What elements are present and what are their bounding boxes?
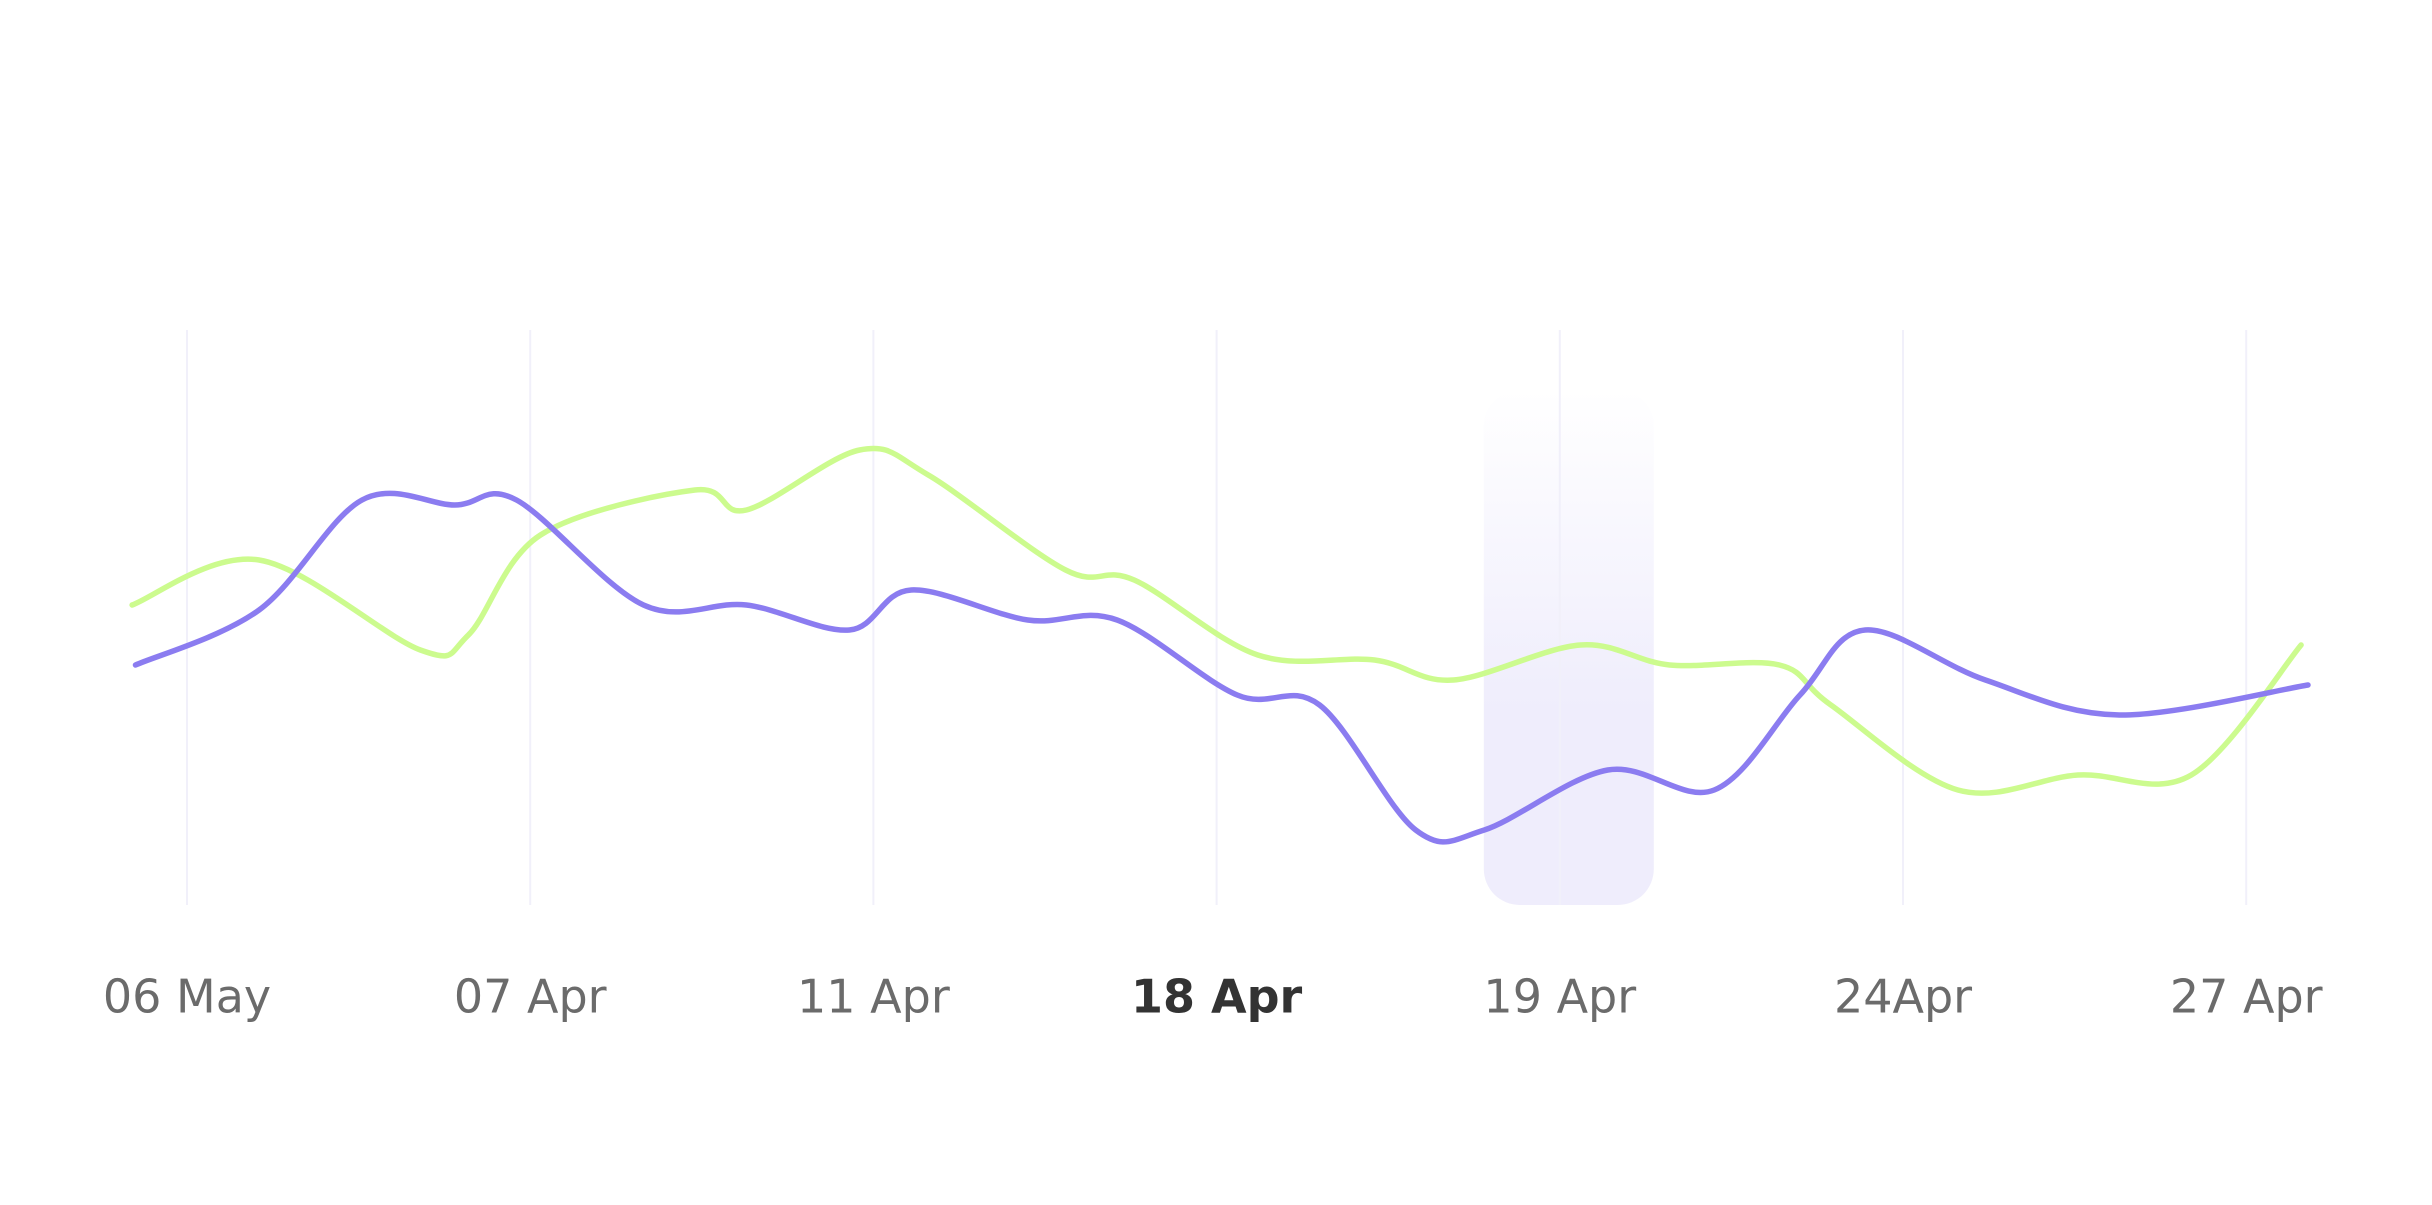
x-tick-label-active: 18 Apr (1131, 970, 1303, 1024)
grid-layer (186, 330, 2248, 905)
x-tick-label: 27 Apr (2170, 970, 2323, 1024)
series-line-2 (132, 490, 2311, 845)
series-layer (129, 445, 2311, 845)
x-tick-label: 11 Apr (797, 970, 950, 1024)
x-tick-label: 24Apr (1834, 970, 1972, 1024)
series-line-1 (129, 445, 2304, 796)
x-tick-label: 06 May (103, 970, 271, 1024)
x-tick-label: 19 Apr (1483, 970, 1636, 1024)
x-tick-label: 07 Apr (454, 970, 607, 1024)
x-axis-ticks: 06 May 07 Apr 11 Apr 18 Apr 19 Apr 24Apr 27 Ap… (103, 970, 2323, 1024)
